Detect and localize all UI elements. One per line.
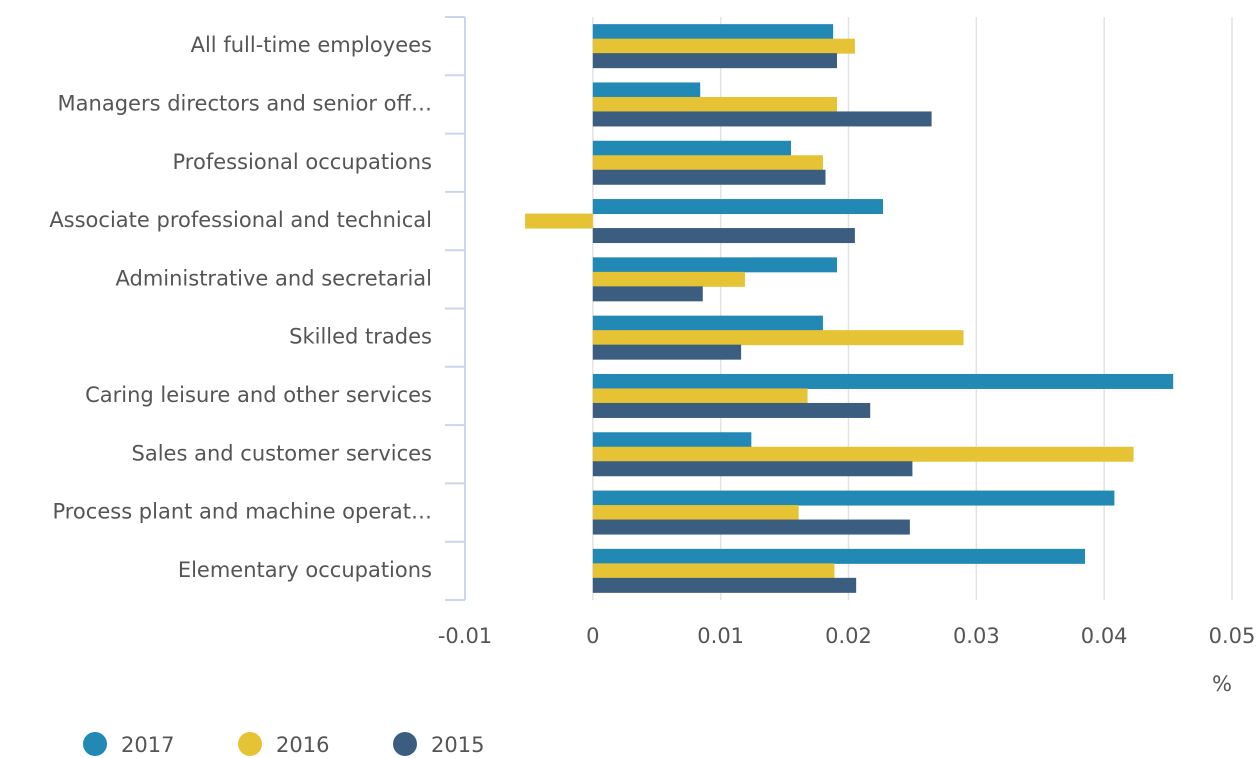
bar — [592, 228, 855, 244]
y-tick-label: Skilled trades — [289, 325, 432, 349]
bar — [525, 213, 593, 229]
y-tick-label: Elementary occupations — [178, 558, 432, 582]
bar — [592, 505, 799, 521]
x-tick-label: 0 — [586, 624, 599, 648]
bar — [592, 490, 1115, 506]
bar — [592, 271, 745, 287]
bar — [592, 53, 837, 69]
bar — [592, 257, 837, 273]
legend-label: 2017 — [121, 733, 174, 757]
y-tick-label: Professional occupations — [173, 150, 433, 174]
bar — [592, 402, 871, 418]
x-axis-label: % — [1212, 672, 1232, 696]
y-tick-label: Sales and customer services — [132, 441, 432, 465]
y-tick-label: Administrative and secretarial — [116, 266, 433, 290]
bar — [592, 24, 834, 40]
x-tick-label: 0.01 — [697, 624, 744, 648]
bar — [592, 344, 742, 360]
x-tick-label: 0.03 — [953, 624, 1000, 648]
y-tick-label: Process plant and machine operat… — [52, 500, 432, 524]
bar — [592, 315, 823, 331]
x-tick-label: 0.04 — [1081, 624, 1128, 648]
y-tick-label: Caring leisure and other services — [85, 383, 432, 407]
bar — [592, 286, 703, 302]
legend-marker — [238, 732, 262, 756]
legend-marker — [83, 732, 107, 756]
legend-label: 2015 — [431, 733, 484, 757]
bar — [592, 388, 808, 404]
bar — [592, 199, 884, 215]
bar — [592, 169, 826, 185]
bar — [592, 82, 701, 98]
bar — [592, 330, 964, 346]
bar — [592, 96, 837, 112]
y-tick-label: Managers directors and senior off… — [58, 91, 432, 115]
bar — [592, 38, 855, 54]
legend-marker — [393, 732, 417, 756]
bar — [592, 140, 791, 156]
bar — [592, 548, 1085, 564]
bar — [592, 111, 932, 127]
bar — [592, 519, 910, 535]
bar — [592, 155, 823, 171]
x-tick-label: 0.05 — [1209, 624, 1256, 648]
bar — [592, 461, 913, 477]
bar — [592, 577, 857, 593]
x-tick-label: -0.01 — [438, 624, 492, 648]
x-tick-label: 0.02 — [825, 624, 872, 648]
bar — [592, 446, 1134, 462]
bar — [592, 563, 835, 579]
y-tick-label: Associate professional and technical — [49, 208, 432, 232]
y-tick-label: All full-time employees — [191, 33, 432, 57]
bar — [592, 373, 1174, 389]
bar — [592, 432, 752, 448]
legend-label: 2016 — [276, 733, 329, 757]
